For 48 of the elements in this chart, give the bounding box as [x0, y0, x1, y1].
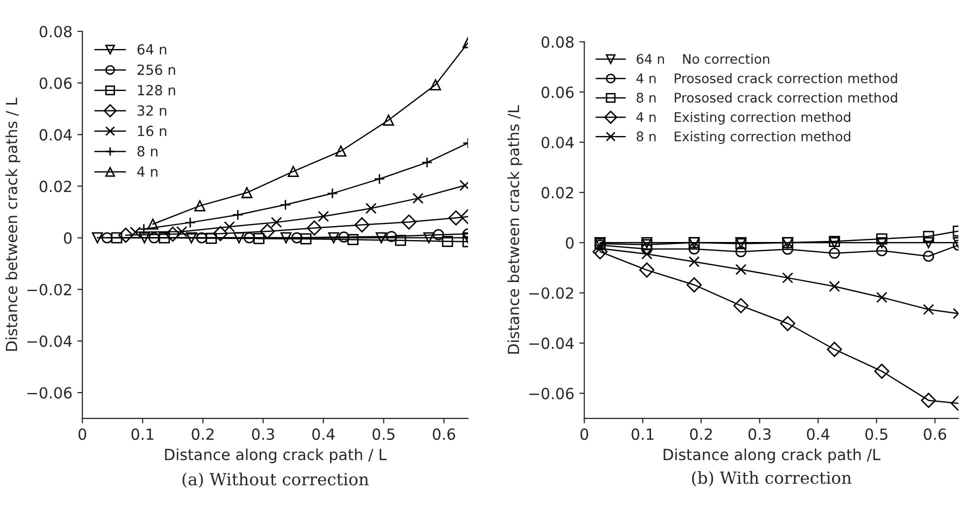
- y-tick-label: 0.06: [40, 77, 72, 90]
- y-tick-label: 0.04: [40, 129, 72, 141]
- y-tick-label: 0: [566, 237, 574, 249]
- legend-label: 64 n No correction: [636, 54, 770, 64]
- x-tick-label: 0: [580, 428, 588, 440]
- y-tick-label: −0.02: [27, 284, 72, 296]
- x-axis-title: Distance along crack path / L: [165, 448, 387, 464]
- y-tick-label: −0.04: [529, 338, 574, 350]
- x-tick-label: 0.6: [432, 428, 456, 440]
- y-axis-title: Distance between crack paths / L: [5, 98, 20, 351]
- y-tick-label: 0.04: [542, 136, 574, 148]
- y-tick-label: −0.04: [27, 335, 72, 348]
- x-tick-label: 0.2: [192, 428, 214, 440]
- x-tick-label: 0.5: [865, 428, 888, 440]
- legend-label: 256 n: [138, 64, 176, 76]
- legend-label: 8 n Prososed crack correction method: [636, 92, 898, 103]
- x-tick-label: 0.4: [312, 428, 335, 440]
- legend-label: 64 n: [138, 44, 166, 55]
- y-tick-label: 0.02: [40, 180, 72, 192]
- x-tick-label: 0.2: [690, 428, 712, 440]
- legend-label: 4 n Existing correction method: [636, 112, 850, 125]
- y-axis-title: Distance between crack paths /L: [507, 105, 522, 354]
- x-tick-label: 0.1: [632, 428, 654, 440]
- y-tick-label: 0.02: [542, 186, 574, 198]
- legend-label: 4 n: [137, 166, 158, 177]
- y-tick-label: −0.02: [529, 287, 574, 299]
- y-tick-label: −0.06: [529, 388, 574, 400]
- legend-label: 8 n Existing correction method: [636, 131, 850, 144]
- legend-label: 32 n: [138, 105, 166, 116]
- x-tick-label: 0.1: [131, 428, 154, 440]
- x-tick-label: 0.4: [806, 428, 830, 440]
- x-tick-label: 0.5: [372, 428, 394, 440]
- x-tick-label: 0.6: [924, 428, 946, 440]
- y-tick-label: −0.06: [27, 387, 72, 399]
- y-tick-label: 0.08: [40, 26, 72, 38]
- text: (a) Without correction: [182, 472, 369, 488]
- x-tick-label: 0: [78, 428, 86, 440]
- x-tick-label: 0.3: [252, 428, 274, 440]
- legend-label: 8 n: [137, 146, 158, 157]
- text: (b) With correction: [692, 471, 852, 486]
- x-tick-label: 0.3: [748, 428, 771, 440]
- legend-label: 128 n: [138, 84, 176, 96]
- y-tick-label: 0: [64, 232, 72, 244]
- x-axis-title: Distance along crack path /L: [664, 448, 880, 464]
- legend-label: 4 n Prososed crack correction method: [636, 73, 898, 84]
- y-tick-label: 0.06: [542, 86, 574, 98]
- y-tick-label: 0.08: [542, 36, 574, 48]
- legend-label: 16 n: [138, 126, 166, 136]
